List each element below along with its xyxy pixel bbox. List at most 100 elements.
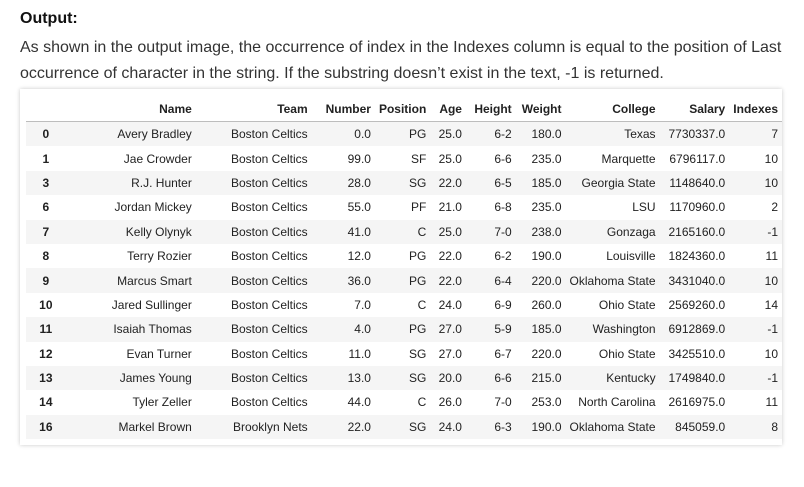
output-image: Name Team Number Position Age Height Weight Col…	[20, 89, 782, 445]
table-cell: 27.0	[438, 346, 462, 361]
table-cell: -1	[767, 322, 778, 337]
table-cell: Isaiah Thomas	[113, 322, 192, 337]
table-cell: 25.0	[438, 127, 462, 142]
table-cell: 28.0	[347, 175, 371, 190]
table-cell: 7	[771, 127, 778, 142]
table-cell: Boston Celtics	[230, 297, 308, 312]
table-cell: 6-5	[494, 175, 512, 190]
table-cell: Tyler Zeller	[132, 395, 192, 410]
table-cell: SG	[408, 346, 427, 361]
table-cell: 7730337.0	[668, 127, 726, 142]
table-cell: 11	[765, 395, 778, 410]
table-cell: 6-9	[494, 297, 512, 312]
table-row: 3 R.J. Hunter Boston Celtics 28.0 SG 22.0 6-5 1…	[26, 170, 782, 196]
table-cell: SG	[408, 175, 427, 190]
table-cell: Boston Celtics	[230, 249, 308, 264]
table-cell: Oklahoma State	[569, 419, 656, 434]
table-cell: 845059.0	[675, 419, 726, 434]
table-cell: Louisville	[606, 249, 656, 264]
table-cell: 6912869.0	[668, 322, 726, 337]
column-header: Weight	[515, 96, 566, 122]
table-cell: Boston Celtics	[230, 346, 308, 361]
table-cell: C	[417, 297, 427, 312]
row-index: 3	[42, 175, 50, 190]
row-index: 0	[42, 127, 50, 142]
table-cell: 25.0	[438, 151, 462, 166]
table-cell: Georgia State	[581, 175, 656, 190]
column-header: Age	[430, 96, 466, 122]
table-cell: 180.0	[531, 127, 562, 142]
table-row: 0 Avery Bradley Boston Celtics 0.0 PG 25.0 6-2…	[26, 121, 782, 147]
column-header: Team	[195, 96, 312, 122]
row-index: 13	[39, 371, 53, 386]
table-body: 0 Avery Bradley Boston Celtics 0.0 PG 25.0 6-2…	[26, 121, 782, 440]
table-cell: 1148640.0	[669, 175, 726, 190]
row-index: 11	[39, 322, 53, 337]
table-cell: 3425510.0	[668, 346, 726, 361]
table-cell: Boston Celtics	[230, 371, 308, 386]
table-cell: 3431040.0	[668, 273, 726, 288]
table-cell: 44.0	[347, 395, 371, 410]
header-row: Name Team Number Position Age Height Weight Col…	[26, 96, 782, 122]
table-cell: 20.0	[438, 371, 462, 386]
table-cell: 185.0	[531, 175, 562, 190]
table-cell: 99.0	[347, 151, 371, 166]
table-cell: Jordan Mickey	[114, 200, 192, 215]
row-index: 14	[39, 395, 53, 410]
table-cell: 6-6	[494, 151, 512, 166]
table-cell: 22.0	[438, 249, 462, 264]
table-cell: Texas	[624, 127, 656, 142]
table-cell: 260.0	[531, 297, 562, 312]
table-cell: 0.0	[354, 127, 371, 142]
table-cell: SF	[410, 151, 427, 166]
table-cell: 41.0	[347, 224, 371, 239]
table-cell: 27.0	[438, 322, 462, 337]
row-index: 12	[39, 346, 53, 361]
table-cell: James Young	[119, 371, 192, 386]
row-index: 10	[39, 297, 53, 312]
table-cell: 7.0	[354, 297, 371, 312]
table-cell: 190.0	[531, 249, 562, 264]
table-row: 12 Evan Turner Boston Celtics 11.0 SG 27.0 6-7…	[26, 342, 782, 366]
table-cell: 6-6	[494, 371, 512, 386]
table-cell: 11	[765, 249, 778, 264]
table-cell: 1749840.0	[668, 371, 726, 386]
table-cell: PG	[408, 127, 427, 142]
table-cell: Oklahoma State	[569, 273, 656, 288]
index-header	[26, 96, 66, 122]
table-row: 16 Markel Brown Brooklyn Nets 22.0 SG 24.0 6-3…	[26, 414, 782, 440]
table-cell: 10	[764, 273, 778, 288]
table-cell: 22.0	[438, 273, 462, 288]
table-cell: Boston Celtics	[230, 151, 308, 166]
table-cell: 220.0	[531, 346, 562, 361]
column-header: Indexes	[729, 96, 782, 122]
table-cell: 11.0	[348, 346, 371, 361]
table-cell: 2165160.0	[668, 224, 726, 239]
column-header: Number	[311, 96, 375, 122]
table-cell: 253.0	[531, 395, 562, 410]
table-row: 13 James Young Boston Celtics 13.0 SG 20.0 6-6…	[26, 365, 782, 391]
table-cell: Avery Bradley	[117, 127, 192, 142]
table-cell: SG	[408, 419, 427, 434]
table-cell: Boston Celtics	[230, 127, 308, 142]
table-cell: 24.0	[438, 297, 462, 312]
table-row: 11 Isaiah Thomas Boston Celtics 4.0 PG 27.0 5-…	[26, 317, 782, 342]
table-cell: Boston Celtics	[230, 175, 308, 190]
table-cell: C	[417, 395, 427, 410]
table-cell: 190.0	[531, 419, 562, 434]
table-row: 7 Kelly Olynyk Boston Celtics 41.0 C 25.0 7-0 2…	[26, 219, 782, 244]
table-cell: Terry Rozier	[127, 249, 192, 264]
table-cell: Marcus Smart	[117, 273, 192, 288]
table-cell: 7-0	[494, 224, 512, 239]
table-cell: Jae Crowder	[123, 151, 192, 166]
table-cell: Boston Celtics	[230, 200, 308, 215]
table-cell: 6-8	[494, 200, 512, 215]
table-row: 6 Jordan Mickey Boston Celtics 55.0 PF 21.0 6-…	[26, 195, 782, 219]
table-cell: Kentucky	[606, 371, 656, 386]
table-cell: LSU	[632, 200, 656, 215]
table-cell: 13.0	[347, 371, 371, 386]
table-cell: PG	[408, 273, 427, 288]
table-cell: Gonzaga	[606, 224, 656, 239]
table-cell: SG	[408, 371, 427, 386]
table-cell: 21.0	[438, 200, 462, 215]
